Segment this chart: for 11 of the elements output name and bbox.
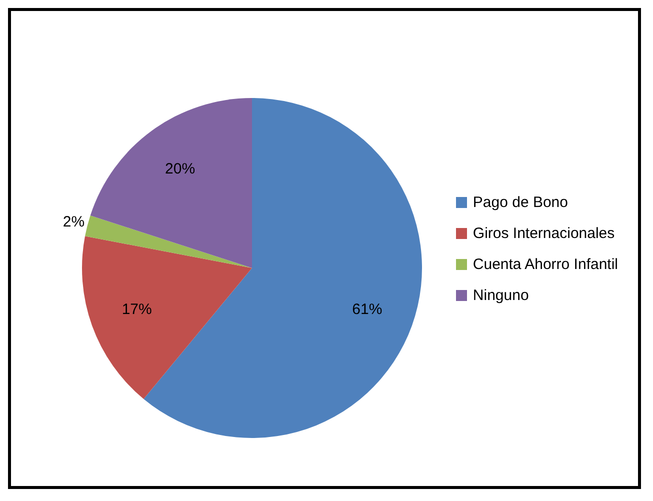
data-label: 17% xyxy=(122,300,152,318)
pie-slice xyxy=(85,215,252,268)
legend-label: Giros Internacionales xyxy=(472,224,615,244)
data-label: 20% xyxy=(165,160,196,178)
legend-label: Cuenta Ahorro Infantil xyxy=(472,254,618,274)
pie-slice xyxy=(82,236,252,399)
data-label: 61% xyxy=(352,300,382,318)
legend-label: Pago de Bono xyxy=(472,192,568,212)
data-label: 2% xyxy=(62,214,85,231)
pie-slice xyxy=(90,98,252,268)
legend-label: Ninguno xyxy=(472,286,529,306)
